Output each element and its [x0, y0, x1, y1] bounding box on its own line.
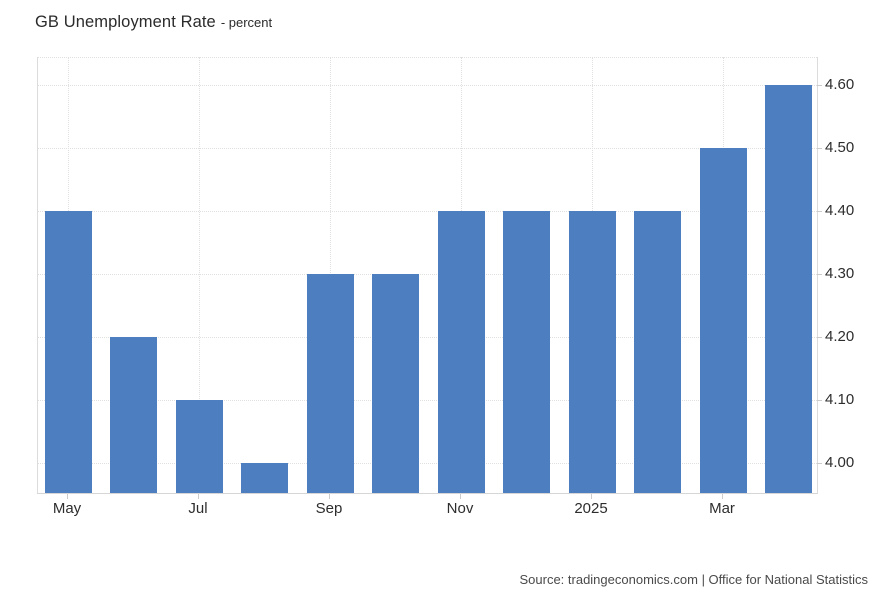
y-gridline: [38, 399, 817, 401]
plot-top-gridline: [38, 57, 817, 58]
y-axis-tick: [817, 273, 822, 275]
x-axis-tick: [591, 494, 592, 499]
y-gridline: [38, 210, 817, 212]
plot-area: [37, 57, 818, 494]
y-gridline: [38, 462, 817, 464]
y-gridline: [38, 336, 817, 338]
y-gridline: [38, 273, 817, 275]
y-axis-label: 4.40: [825, 201, 855, 219]
bar[interactable]: [110, 336, 157, 493]
x-axis-label: Sep: [315, 500, 343, 517]
y-axis-label: 4.20: [825, 327, 855, 345]
x-axis-label: May: [52, 500, 82, 517]
y-axis-tick: [817, 336, 822, 338]
bar[interactable]: [372, 273, 419, 493]
y-axis-label: 4.10: [825, 390, 855, 408]
bar[interactable]: [699, 147, 747, 493]
x-axis-tick: [722, 494, 723, 499]
y-axis-label: 4.60: [825, 75, 855, 93]
bar[interactable]: [503, 210, 550, 493]
y-axis-tick: [817, 462, 822, 464]
x-axis-tick: [329, 494, 330, 499]
source-attribution: Source: tradingeconomics.com | Office fo…: [519, 572, 868, 587]
x-gridline: [199, 57, 200, 493]
x-axis-tick: [460, 494, 461, 499]
chart-subtitle: - percent: [220, 15, 273, 30]
bar[interactable]: [241, 462, 288, 493]
y-axis-tick: [817, 210, 822, 212]
x-axis-tick: [67, 494, 68, 499]
y-axis-tick: [817, 84, 822, 86]
y-axis-tick: [817, 399, 822, 401]
bar[interactable]: [437, 210, 485, 493]
x-axis-label: Nov: [446, 500, 474, 517]
bar[interactable]: [634, 210, 681, 493]
bar[interactable]: [44, 210, 92, 493]
y-gridline: [38, 84, 817, 86]
bar[interactable]: [568, 210, 616, 493]
y-axis-label: 4.00: [825, 453, 855, 471]
bar[interactable]: [175, 399, 223, 493]
bar[interactable]: [306, 273, 354, 493]
bar[interactable]: [765, 84, 812, 493]
y-axis-label: 4.50: [825, 138, 855, 156]
x-axis-label: Jul: [188, 500, 208, 517]
chart-header: GB Unemployment Rate - percent: [35, 13, 272, 32]
y-axis-tick: [817, 147, 822, 149]
y-gridline: [38, 147, 817, 149]
x-axis-tick: [198, 494, 199, 499]
chart-title: GB Unemployment Rate: [35, 13, 216, 31]
x-axis-label: 2025: [574, 500, 608, 517]
y-axis-label: 4.30: [825, 264, 855, 282]
x-axis-label: Mar: [709, 500, 735, 517]
